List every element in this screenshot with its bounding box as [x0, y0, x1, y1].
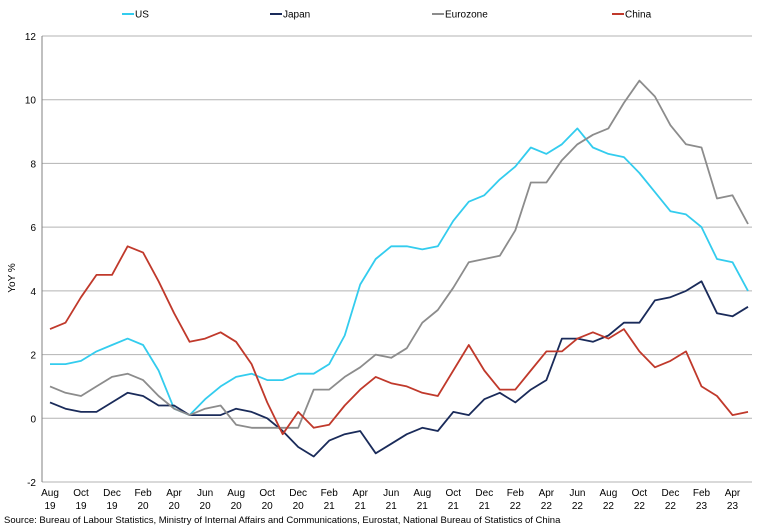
x-tick-label-year: 22: [634, 501, 646, 512]
x-tick-label-year: 22: [510, 501, 522, 512]
x-tick-label: Apr: [352, 488, 368, 499]
x-tick-label-year: 20: [200, 501, 212, 512]
x-tick-label: Feb: [321, 488, 339, 499]
x-tick-label-year: 21: [448, 501, 460, 512]
x-tick-label-year: 21: [355, 501, 367, 512]
x-tick-label: Aug: [227, 488, 245, 499]
x-tick-label: Apr: [539, 488, 555, 499]
x-tick-label-year: 23: [727, 501, 739, 512]
x-tick-label-year: 22: [603, 501, 615, 512]
x-tick-label: Oct: [259, 488, 275, 499]
x-tick-label: Dec: [662, 488, 680, 499]
y-tick-label: 0: [30, 414, 36, 425]
x-tick-label-year: 21: [417, 501, 429, 512]
x-tick-label-year: 19: [75, 501, 87, 512]
y-tick-label: -2: [27, 478, 36, 489]
legend-label: US: [135, 10, 149, 21]
x-tick-label-year: 20: [138, 501, 150, 512]
x-tick-label: Jun: [569, 488, 585, 499]
x-axis: Aug 19 Oct 19 Dec 19 Feb 20 Apr 20 Jun 20 Aug 20 Oct 20…: [41, 488, 741, 512]
legend: US Japan Eurozone China: [122, 10, 652, 21]
x-tick-label-year: 22: [541, 501, 553, 512]
x-tick-label: Jun: [197, 488, 213, 499]
gridlines: [41, 35, 752, 483]
source-note: Source: Bureau of Labour Statistics, Min…: [4, 515, 561, 526]
x-tick-label-year: 21: [386, 501, 398, 512]
series-line-china: [49, 245, 749, 436]
x-tick-label: Feb: [693, 488, 711, 499]
x-tick-label: Aug: [600, 488, 618, 499]
y-tick-label: 8: [30, 159, 36, 170]
x-tick-label: Dec: [289, 488, 307, 499]
x-tick-label-year: 22: [572, 501, 584, 512]
legend-label: Eurozone: [445, 10, 488, 21]
x-tick-label: Apr: [725, 488, 741, 499]
x-tick-label: Dec: [475, 488, 493, 499]
series-line-eurozone: [49, 79, 749, 429]
y-tick-label: 2: [30, 351, 36, 362]
x-tick-label: Jun: [383, 488, 399, 499]
x-tick-label: Apr: [166, 488, 182, 499]
x-tick-label: Feb: [134, 488, 152, 499]
y-axis-label: YoY %: [7, 263, 18, 293]
y-axis-ticks: -2 0 2 4 6 8 10 12: [25, 32, 37, 489]
legend-label: Japan: [283, 10, 310, 21]
x-tick-label-year: 22: [665, 501, 677, 512]
x-tick-label-year: 19: [44, 501, 56, 512]
y-tick-label: 4: [30, 287, 36, 298]
x-tick-label-year: 19: [106, 501, 118, 512]
x-tick-label: Oct: [73, 488, 89, 499]
series-line-us: [50, 127, 749, 417]
series-line-japan: [49, 280, 749, 458]
legend-label: China: [625, 10, 652, 21]
y-tick-label: 6: [30, 223, 36, 234]
x-tick-label: Oct: [446, 488, 462, 499]
series-lines: [49, 79, 749, 458]
x-tick-label: Aug: [41, 488, 59, 499]
y-tick-label: 12: [25, 32, 37, 43]
x-tick-label: Dec: [103, 488, 121, 499]
x-tick-label-year: 20: [262, 501, 274, 512]
y-tick-label: 10: [25, 96, 37, 107]
x-tick-label-year: 20: [231, 501, 243, 512]
x-tick-label-year: 20: [293, 501, 305, 512]
x-tick-label-year: 21: [479, 501, 491, 512]
x-tick-label-year: 23: [696, 501, 708, 512]
x-tick-label-year: 21: [324, 501, 336, 512]
x-tick-label: Oct: [632, 488, 648, 499]
x-tick-label-year: 20: [169, 501, 181, 512]
x-tick-label: Aug: [413, 488, 431, 499]
x-tick-label: Feb: [507, 488, 525, 499]
